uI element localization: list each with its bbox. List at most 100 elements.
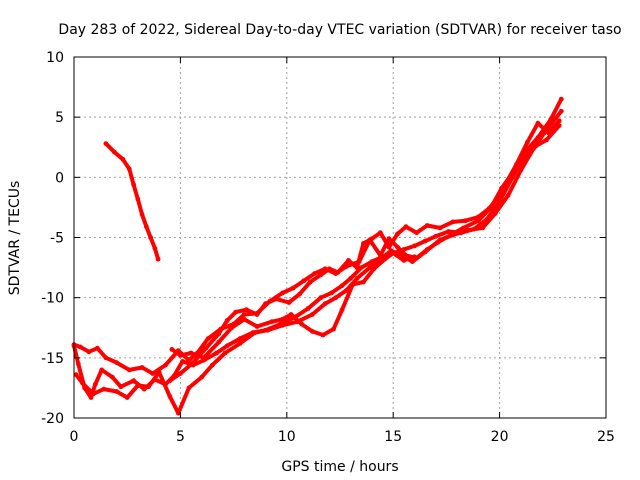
data-point <box>216 331 222 337</box>
data-point <box>288 312 294 317</box>
data-point <box>395 231 400 237</box>
data-point <box>535 120 541 126</box>
data-point <box>112 149 117 155</box>
data-point <box>199 374 205 380</box>
data-point <box>410 259 415 264</box>
tick-layer: 0 5 10 15 20 25 -20 -15 -10 -5 0 5 10 <box>41 50 615 445</box>
data-point <box>163 362 168 368</box>
data-point <box>101 386 107 392</box>
data-point <box>544 137 549 143</box>
data-point <box>297 291 302 297</box>
data-point <box>386 244 392 250</box>
data-point <box>301 278 307 284</box>
data-point <box>486 206 492 212</box>
data-point <box>290 285 296 291</box>
data-point <box>461 225 466 231</box>
data-point <box>346 258 351 263</box>
data-point <box>155 256 161 262</box>
data-point <box>495 195 500 201</box>
series-track-4 <box>169 250 417 361</box>
data-point <box>135 383 141 388</box>
data-point <box>378 230 383 236</box>
data-point <box>280 316 285 322</box>
data-point <box>175 410 181 416</box>
data-point <box>307 279 313 285</box>
data-point <box>252 330 258 335</box>
data-point <box>350 282 356 287</box>
data-point <box>401 258 407 263</box>
data-point <box>558 108 564 114</box>
data-point <box>144 224 149 230</box>
data-point <box>188 350 194 356</box>
data-point <box>424 247 430 252</box>
data-point <box>524 140 530 145</box>
data-point <box>312 271 317 276</box>
series-track-5 <box>103 141 161 262</box>
data-point <box>412 243 417 249</box>
data-point <box>503 180 509 186</box>
data-point <box>95 345 100 351</box>
data-point <box>492 211 498 216</box>
series-line <box>74 109 564 416</box>
data-point <box>186 385 192 391</box>
data-point <box>386 236 392 242</box>
data-point <box>424 223 430 228</box>
data-point <box>201 355 207 361</box>
data-point <box>265 327 270 333</box>
data-point <box>318 272 324 278</box>
data-point <box>339 283 345 288</box>
data-point <box>131 378 137 384</box>
data-point <box>535 135 541 141</box>
data-point <box>229 325 234 331</box>
data-point <box>395 244 400 250</box>
data-point <box>148 235 154 240</box>
series-line <box>169 251 417 360</box>
data-point <box>548 117 554 122</box>
data-point <box>150 371 156 376</box>
y-tick-label: 0 <box>55 170 64 186</box>
data-point <box>378 253 383 258</box>
data-point <box>361 279 366 285</box>
y-tick-label: 10 <box>46 50 64 66</box>
data-point <box>263 301 268 307</box>
data-point <box>358 265 364 270</box>
data-point <box>450 219 456 225</box>
data-point <box>169 347 175 352</box>
data-point <box>286 300 292 305</box>
y-tick-label: -10 <box>41 291 64 307</box>
data-point <box>463 218 468 224</box>
data-point <box>139 365 145 370</box>
series-layer <box>71 96 564 416</box>
y-axis-label: SDTVAR / TECUs <box>7 181 23 296</box>
data-point <box>86 349 92 355</box>
data-point <box>354 276 360 281</box>
data-point <box>114 360 119 365</box>
data-point <box>109 374 115 380</box>
data-point <box>333 295 339 301</box>
data-point <box>269 319 275 325</box>
data-point <box>241 316 247 322</box>
data-point <box>369 236 375 242</box>
data-point <box>331 326 336 332</box>
data-point <box>280 290 285 296</box>
data-point <box>237 341 243 346</box>
x-axis-label: GPS time / hours <box>281 459 398 475</box>
data-point <box>186 357 192 363</box>
data-point <box>446 229 451 234</box>
data-point <box>205 336 211 341</box>
data-point <box>322 301 328 307</box>
data-point <box>244 307 249 313</box>
data-point <box>556 118 562 124</box>
data-point <box>518 167 524 173</box>
series-track-3 <box>71 96 564 376</box>
data-point <box>180 359 185 364</box>
data-point <box>280 322 285 328</box>
x-tick-label: 5 <box>176 429 185 445</box>
data-point <box>422 238 428 244</box>
data-point <box>475 218 481 224</box>
data-point <box>152 245 158 251</box>
data-point <box>348 276 353 281</box>
data-point <box>124 395 130 400</box>
data-point <box>126 166 132 172</box>
data-point <box>254 324 260 329</box>
